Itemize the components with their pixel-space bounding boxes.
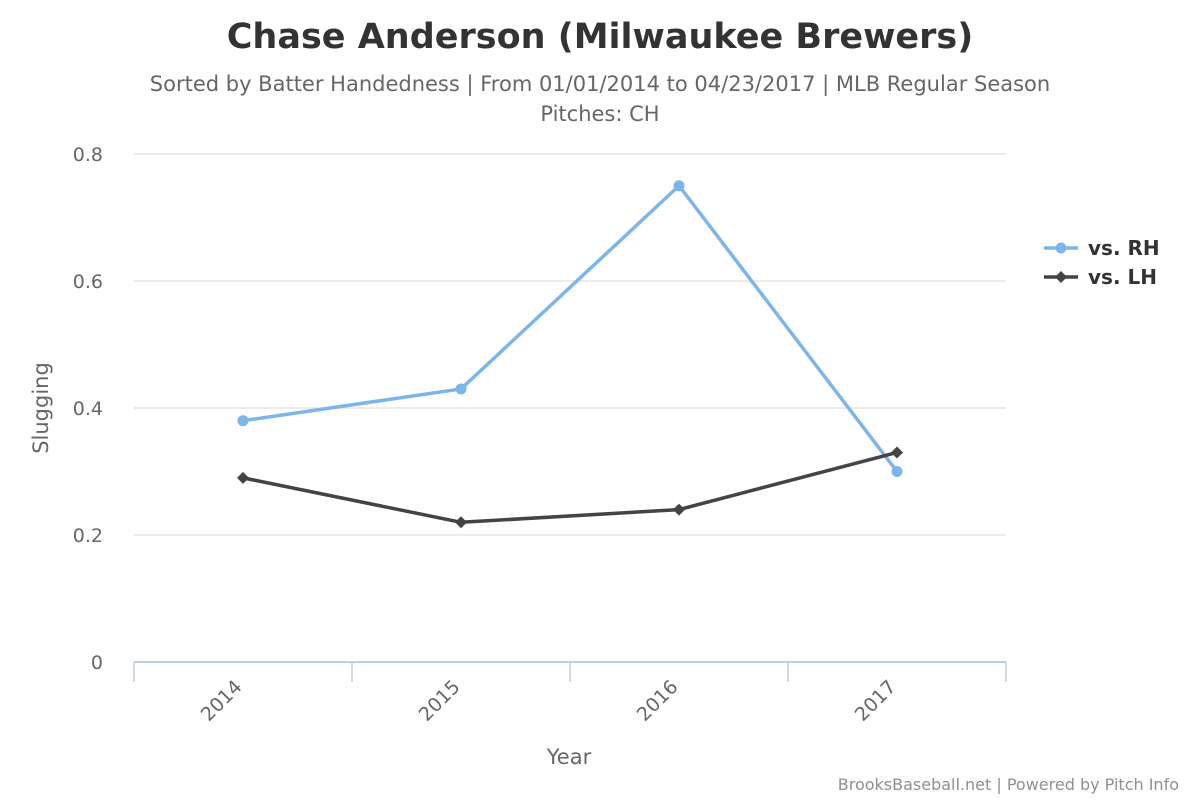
- plot-series: [237, 180, 903, 529]
- y-axis-ticks: 0 0.2 0.4 0.6 0.8: [73, 144, 103, 674]
- series-line: [241, 184, 899, 474]
- series-line: [241, 450, 899, 525]
- chart-subtitle-line-1: Sorted by Batter Handedness | From 01/01…: [150, 72, 1050, 97]
- legend-marker: [1055, 271, 1067, 283]
- y-tick-label: 0.6: [73, 271, 103, 293]
- y-axis-title: Slugging: [29, 362, 53, 454]
- data-point[interactable]: [673, 180, 685, 192]
- gridlines: [134, 153, 1006, 536]
- x-tick-label: 2017: [851, 676, 901, 726]
- x-tick-label: 2016: [633, 676, 683, 726]
- data-point[interactable]: [673, 503, 685, 516]
- legend-item[interactable]: vs. LH: [1044, 265, 1157, 289]
- data-point[interactable]: [237, 471, 249, 484]
- x-axis: 2014 2015 2016 2017: [133, 661, 1007, 726]
- legend-label: vs. LH: [1088, 265, 1157, 289]
- x-axis-title: Year: [546, 745, 592, 769]
- chart-subtitle-line-2: Pitches: CH: [540, 102, 659, 126]
- legend-label: vs. RH: [1088, 236, 1160, 260]
- x-tick-label: 2014: [197, 676, 247, 726]
- y-tick-label: 0.4: [73, 398, 103, 420]
- y-tick-label: 0.8: [73, 144, 103, 166]
- y-tick-label: 0: [91, 652, 103, 674]
- legend: vs. RH vs. LH: [1044, 236, 1160, 289]
- data-point[interactable]: [237, 415, 249, 427]
- legend-item[interactable]: vs. RH: [1044, 236, 1160, 260]
- legend-marker: [1055, 242, 1067, 254]
- credits: BrooksBaseball.net | Powered by Pitch In…: [838, 775, 1179, 794]
- data-point[interactable]: [455, 383, 467, 395]
- y-tick-label: 0.2: [73, 525, 103, 547]
- x-tick-label: 2015: [415, 676, 465, 726]
- data-point[interactable]: [455, 516, 467, 529]
- chart-title: Chase Anderson (Milwaukee Brewers): [227, 17, 974, 57]
- data-point[interactable]: [891, 446, 903, 459]
- data-point[interactable]: [891, 466, 903, 477]
